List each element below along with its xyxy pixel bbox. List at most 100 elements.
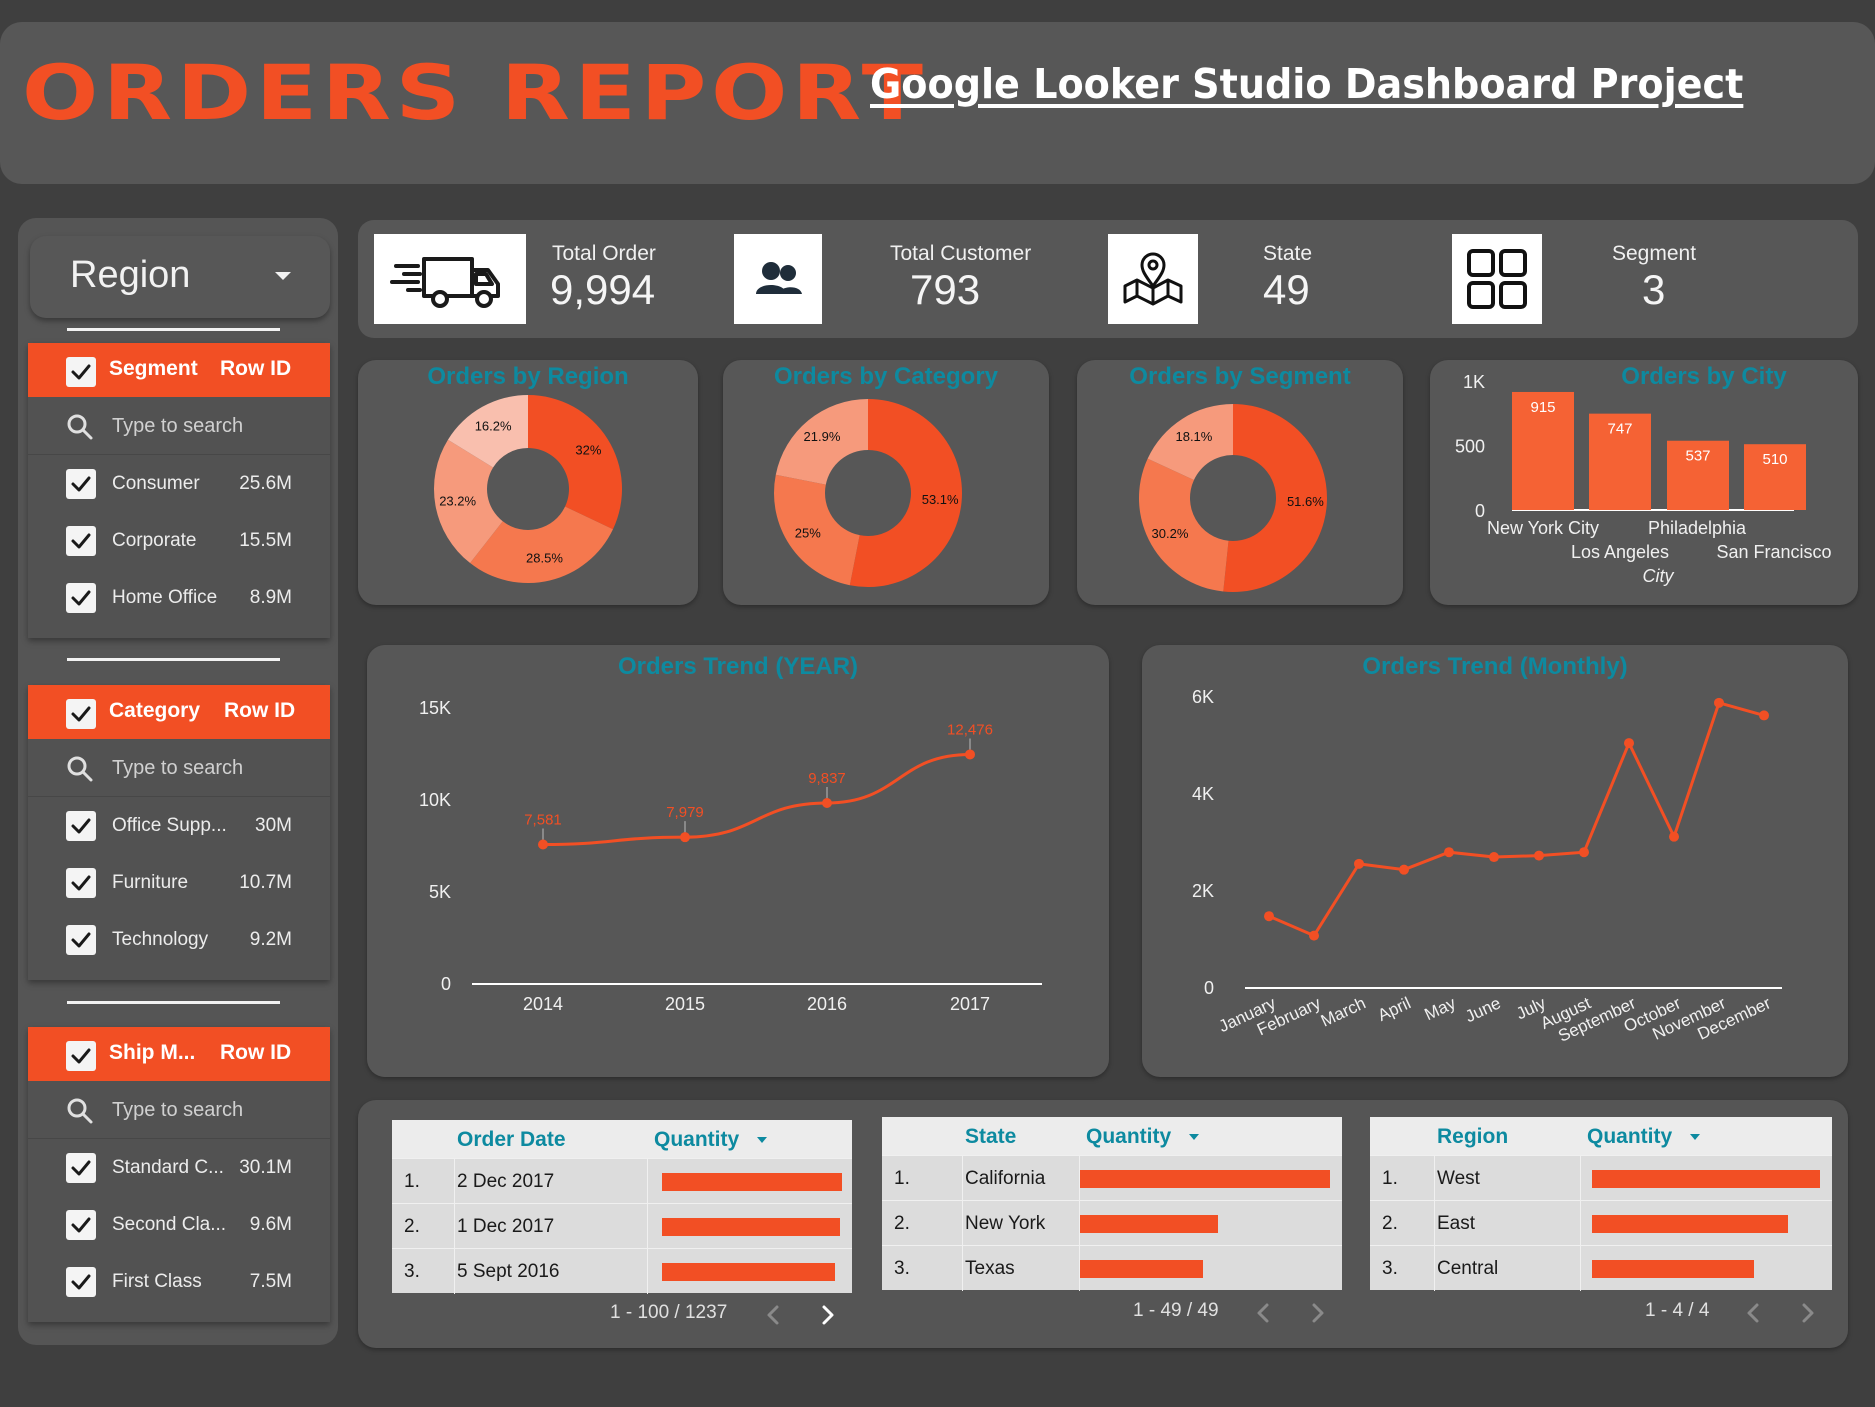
chart-title: Orders by Segment xyxy=(1129,363,1351,390)
filter-title: Ship M... xyxy=(109,1041,196,1064)
project-title-link[interactable]: Google Looker Studio Dashboard Project xyxy=(870,60,1744,108)
option-checkbox[interactable] xyxy=(66,1267,96,1297)
filter-title: Segment xyxy=(109,357,198,380)
filter-search-input[interactable]: Type to search xyxy=(28,1081,330,1139)
select-all-checkbox[interactable] xyxy=(66,699,96,729)
filter-option[interactable]: Corporate 15.5M xyxy=(28,512,330,569)
column-divider xyxy=(962,1201,963,1246)
kpi-total-customer-value: 793 xyxy=(910,266,981,313)
filter-option[interactable]: Technology 9.2M xyxy=(28,911,330,968)
orders-by-category-donut: 53.1% 25% 21.9% xyxy=(774,399,963,587)
next-page-icon[interactable] xyxy=(820,1304,836,1326)
x-tick-label: May xyxy=(1422,993,1460,1024)
option-checkbox[interactable] xyxy=(66,526,96,556)
search-placeholder: Type to search xyxy=(112,757,244,779)
quantity-bar xyxy=(662,1173,842,1191)
column-divider xyxy=(1434,1156,1435,1201)
filter-search-input[interactable]: Type to search xyxy=(28,739,330,797)
table-row[interactable]: 1. 2 Dec 2017 xyxy=(392,1158,852,1204)
quantity-bar xyxy=(1592,1215,1788,1233)
filter-option[interactable]: Standard C... 30.1M xyxy=(28,1139,330,1196)
y-tick-label: 1K xyxy=(1463,372,1485,392)
select-all-checkbox[interactable] xyxy=(66,357,96,387)
column-divider xyxy=(1079,1156,1080,1201)
row-label: New York xyxy=(965,1213,1046,1234)
prev-page-icon[interactable] xyxy=(765,1304,781,1326)
table-row[interactable]: 3. Central xyxy=(1370,1245,1832,1291)
column-header-sorted[interactable]: Quantity xyxy=(1587,1125,1673,1148)
x-tick-label: 2015 xyxy=(665,994,705,1014)
option-value: 7.5M xyxy=(249,1271,292,1292)
table-row[interactable]: 3. Texas xyxy=(882,1245,1342,1291)
x-tick-label: New York City xyxy=(1487,518,1599,538)
y-tick-label: 500 xyxy=(1455,437,1485,457)
option-checkbox[interactable] xyxy=(66,469,96,499)
option-label: Home Office xyxy=(112,587,218,608)
filter-option[interactable]: Office Supp... 30M xyxy=(28,797,330,854)
region-dropdown[interactable]: Region xyxy=(30,236,330,318)
orders-trend-year-card: Orders Trend (YEAR) 0 5K 10K 15K 7,581 2014 7,… xyxy=(367,645,1109,1077)
orders-by-region-donut: 32% 28.5% 23.2% 16.2% xyxy=(434,395,622,583)
filter-option[interactable]: Consumer 25.6M xyxy=(28,455,330,512)
row-label: East xyxy=(1437,1213,1476,1234)
option-checkbox[interactable] xyxy=(66,583,96,613)
slice-label: 30.2% xyxy=(1152,526,1189,541)
row-label: California xyxy=(965,1168,1046,1189)
slice-label: 51.6% xyxy=(1287,494,1324,509)
table-row[interactable]: 2. 1 Dec 2017 xyxy=(392,1203,852,1249)
sort-desc-icon[interactable] xyxy=(1189,1134,1199,1140)
table-header: State Quantity xyxy=(882,1117,1342,1155)
prev-page-icon[interactable] xyxy=(1255,1302,1271,1324)
quantity-bar xyxy=(1080,1170,1330,1188)
donut-slice xyxy=(775,399,868,485)
report-title: ORDERS REPORT xyxy=(22,48,928,137)
filter-header[interactable]: Category Row ID xyxy=(28,685,330,739)
option-checkbox[interactable] xyxy=(66,811,96,841)
filter-search-input[interactable]: Type to search xyxy=(28,397,330,455)
column-header[interactable]: State xyxy=(965,1125,1017,1148)
column-header[interactable]: Order Date xyxy=(457,1128,566,1151)
table-row[interactable]: 1. California xyxy=(882,1155,1342,1201)
orders-by-region-card: Orders by Region 32% 28.5% 23.2% 16.2% xyxy=(358,360,698,605)
prev-page-icon[interactable] xyxy=(1745,1302,1761,1324)
table-row[interactable]: 2. New York xyxy=(882,1200,1342,1246)
data-point xyxy=(1534,850,1544,861)
quantity-bar xyxy=(1592,1260,1754,1278)
option-checkbox[interactable] xyxy=(66,868,96,898)
search-icon xyxy=(66,755,94,783)
row-label: 5 Sept 2016 xyxy=(457,1261,560,1282)
option-checkbox[interactable] xyxy=(66,925,96,955)
kpi-total-order-label: Total Order xyxy=(552,242,656,265)
select-all-checkbox[interactable] xyxy=(66,1041,96,1071)
donut-slice xyxy=(528,395,622,530)
filter-header[interactable]: Ship M... Row ID xyxy=(28,1027,330,1081)
option-value: 30M xyxy=(255,815,292,836)
sort-desc-icon[interactable] xyxy=(1690,1134,1700,1140)
option-checkbox[interactable] xyxy=(66,1153,96,1183)
sort-desc-icon[interactable] xyxy=(757,1137,767,1143)
next-page-icon[interactable] xyxy=(1800,1302,1816,1324)
data-point xyxy=(1354,858,1364,869)
table-row[interactable]: 2. East xyxy=(1370,1200,1832,1246)
header-banner xyxy=(0,22,1875,184)
option-checkbox[interactable] xyxy=(66,1210,96,1240)
filter-metric-label: Row ID xyxy=(220,357,292,380)
column-divider xyxy=(1580,1246,1581,1291)
filter-option[interactable]: First Class 7.5M xyxy=(28,1253,330,1310)
next-page-icon[interactable] xyxy=(1310,1302,1326,1324)
filter-option[interactable]: Home Office 8.9M xyxy=(28,569,330,626)
table-row[interactable]: 3. 5 Sept 2016 xyxy=(392,1248,852,1294)
option-label: Corporate xyxy=(112,530,197,551)
filter-header[interactable]: Segment Row ID xyxy=(28,343,330,397)
filter-option[interactable]: Second Cla... 9.6M xyxy=(28,1196,330,1253)
table-row[interactable]: 1. West xyxy=(1370,1155,1832,1201)
filter-option[interactable]: Furniture 10.7M xyxy=(28,854,330,911)
donut-slice xyxy=(849,399,963,587)
option-label: Technology xyxy=(112,929,209,950)
column-header-sorted[interactable]: Quantity xyxy=(654,1128,740,1151)
column-header[interactable]: Region xyxy=(1437,1125,1509,1148)
row-rank: 3. xyxy=(894,1258,910,1279)
column-header-sorted[interactable]: Quantity xyxy=(1086,1125,1172,1148)
x-tick-label: Los Angeles xyxy=(1571,542,1669,562)
data-point xyxy=(1399,864,1409,875)
